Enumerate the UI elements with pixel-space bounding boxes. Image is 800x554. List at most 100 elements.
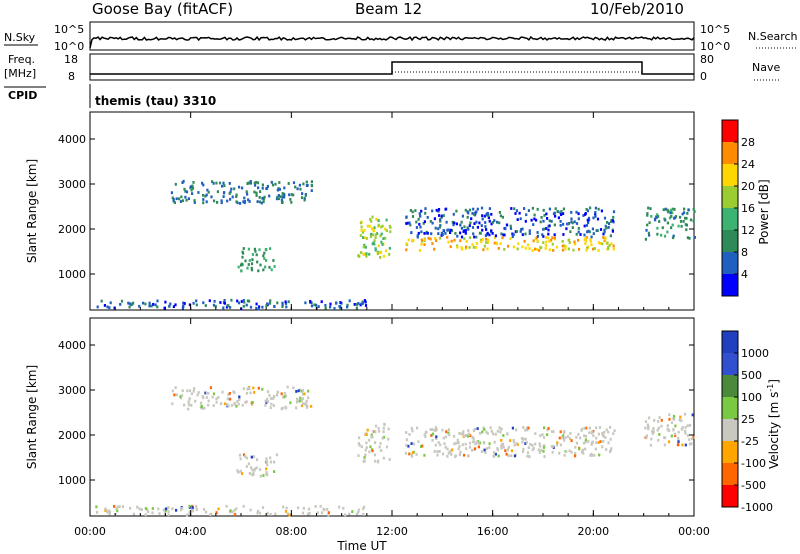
echo-cell	[564, 436, 567, 440]
colorbar-cell	[722, 230, 738, 252]
echo-cell	[644, 237, 647, 241]
colorbar-tick-label: -500	[741, 479, 766, 492]
echo-cell	[568, 437, 572, 440]
echo-cell	[207, 399, 210, 403]
echo-cell	[287, 182, 290, 185]
echo-cell	[261, 387, 264, 391]
echo-cell	[646, 223, 649, 227]
echo-cell	[464, 229, 467, 232]
echo-cell	[181, 389, 184, 393]
echo-cell	[222, 181, 225, 185]
echo-cell	[249, 466, 253, 469]
echo-cell	[584, 438, 587, 442]
echo-cell	[310, 404, 313, 408]
echo-cell	[284, 405, 287, 409]
echo-cell	[524, 428, 527, 432]
echo-cell	[677, 436, 680, 440]
echo-cell	[490, 222, 493, 226]
echo-cell	[132, 301, 135, 305]
echo-cell	[462, 430, 465, 433]
echo-cell	[472, 246, 475, 249]
echo-cell	[410, 231, 413, 235]
echo-cell	[364, 453, 367, 457]
echo-cell	[434, 428, 438, 432]
echo-cell	[255, 194, 258, 197]
echo-cell	[338, 505, 341, 509]
echo-cell	[490, 229, 493, 233]
echo-cell	[241, 255, 244, 259]
echo-cell	[178, 197, 181, 201]
echo-cell	[426, 231, 429, 235]
echo-cell	[406, 221, 409, 225]
echo-cell	[577, 227, 580, 230]
echo-cell	[673, 432, 677, 436]
echo-cell	[476, 225, 479, 229]
echo-cell	[577, 433, 580, 436]
echo-cell	[436, 453, 439, 457]
echo-cell	[388, 458, 391, 461]
echo-cell	[140, 508, 143, 511]
echo-cell	[407, 238, 410, 242]
echo-cell	[592, 232, 595, 235]
echo-cell	[473, 440, 476, 444]
echo-cell	[449, 450, 452, 453]
echo-cell	[237, 402, 240, 406]
echo-cell	[433, 428, 436, 432]
echo-cell	[427, 236, 430, 240]
echo-cell	[381, 224, 384, 228]
echo-cell	[258, 196, 261, 199]
echo-cell	[592, 434, 595, 438]
echo-cell	[504, 449, 507, 453]
echo-cell	[179, 200, 182, 203]
echo-cell	[283, 395, 286, 399]
echo-cell	[327, 511, 330, 514]
echo-cell	[251, 468, 254, 472]
echo-cell	[585, 224, 589, 227]
echo-cell	[256, 458, 259, 462]
echo-cell	[430, 232, 433, 236]
echo-cell	[480, 450, 484, 453]
echo-cell	[339, 305, 342, 309]
echo-cell	[684, 216, 687, 220]
echo-cell	[225, 504, 228, 508]
echo-cell	[680, 419, 683, 423]
echo-cell	[437, 232, 440, 235]
echo-cell	[369, 218, 372, 221]
freq-unit: [MHz]	[4, 67, 36, 80]
echo-cell	[461, 247, 464, 251]
echo-cell	[271, 183, 275, 187]
echo-cell	[283, 193, 286, 197]
echo-cell	[493, 236, 497, 240]
echo-cell	[496, 447, 499, 450]
echo-cell	[450, 448, 453, 452]
echo-cell	[374, 248, 377, 252]
echo-cell	[575, 210, 578, 214]
echo-cell	[474, 447, 477, 451]
echo-cell	[515, 209, 518, 213]
echo-cell	[233, 391, 236, 394]
echo-cell	[589, 239, 592, 243]
echo-cell	[239, 457, 242, 461]
echo-cell	[289, 198, 292, 201]
echo-cell	[660, 424, 663, 428]
echo-cell	[180, 195, 183, 199]
echo-cell	[644, 426, 647, 430]
echo-cell	[559, 211, 562, 215]
echo-cell	[494, 452, 497, 456]
echo-cell	[236, 469, 239, 472]
echo-cell	[670, 434, 673, 438]
echo-cell	[611, 219, 614, 222]
echo-cell	[158, 512, 161, 515]
echo-cell	[534, 442, 537, 446]
echo-cell	[539, 245, 542, 249]
echo-cell	[268, 393, 271, 397]
echo-cell	[252, 473, 255, 477]
echo-cell	[539, 444, 542, 448]
echo-cell	[292, 386, 295, 390]
echo-cell	[511, 232, 514, 236]
echo-cell	[547, 236, 550, 240]
echo-cell	[531, 206, 534, 210]
time-axis-label: Time UT	[336, 539, 387, 553]
echo-cell	[673, 208, 676, 211]
echo-cell	[671, 211, 674, 215]
